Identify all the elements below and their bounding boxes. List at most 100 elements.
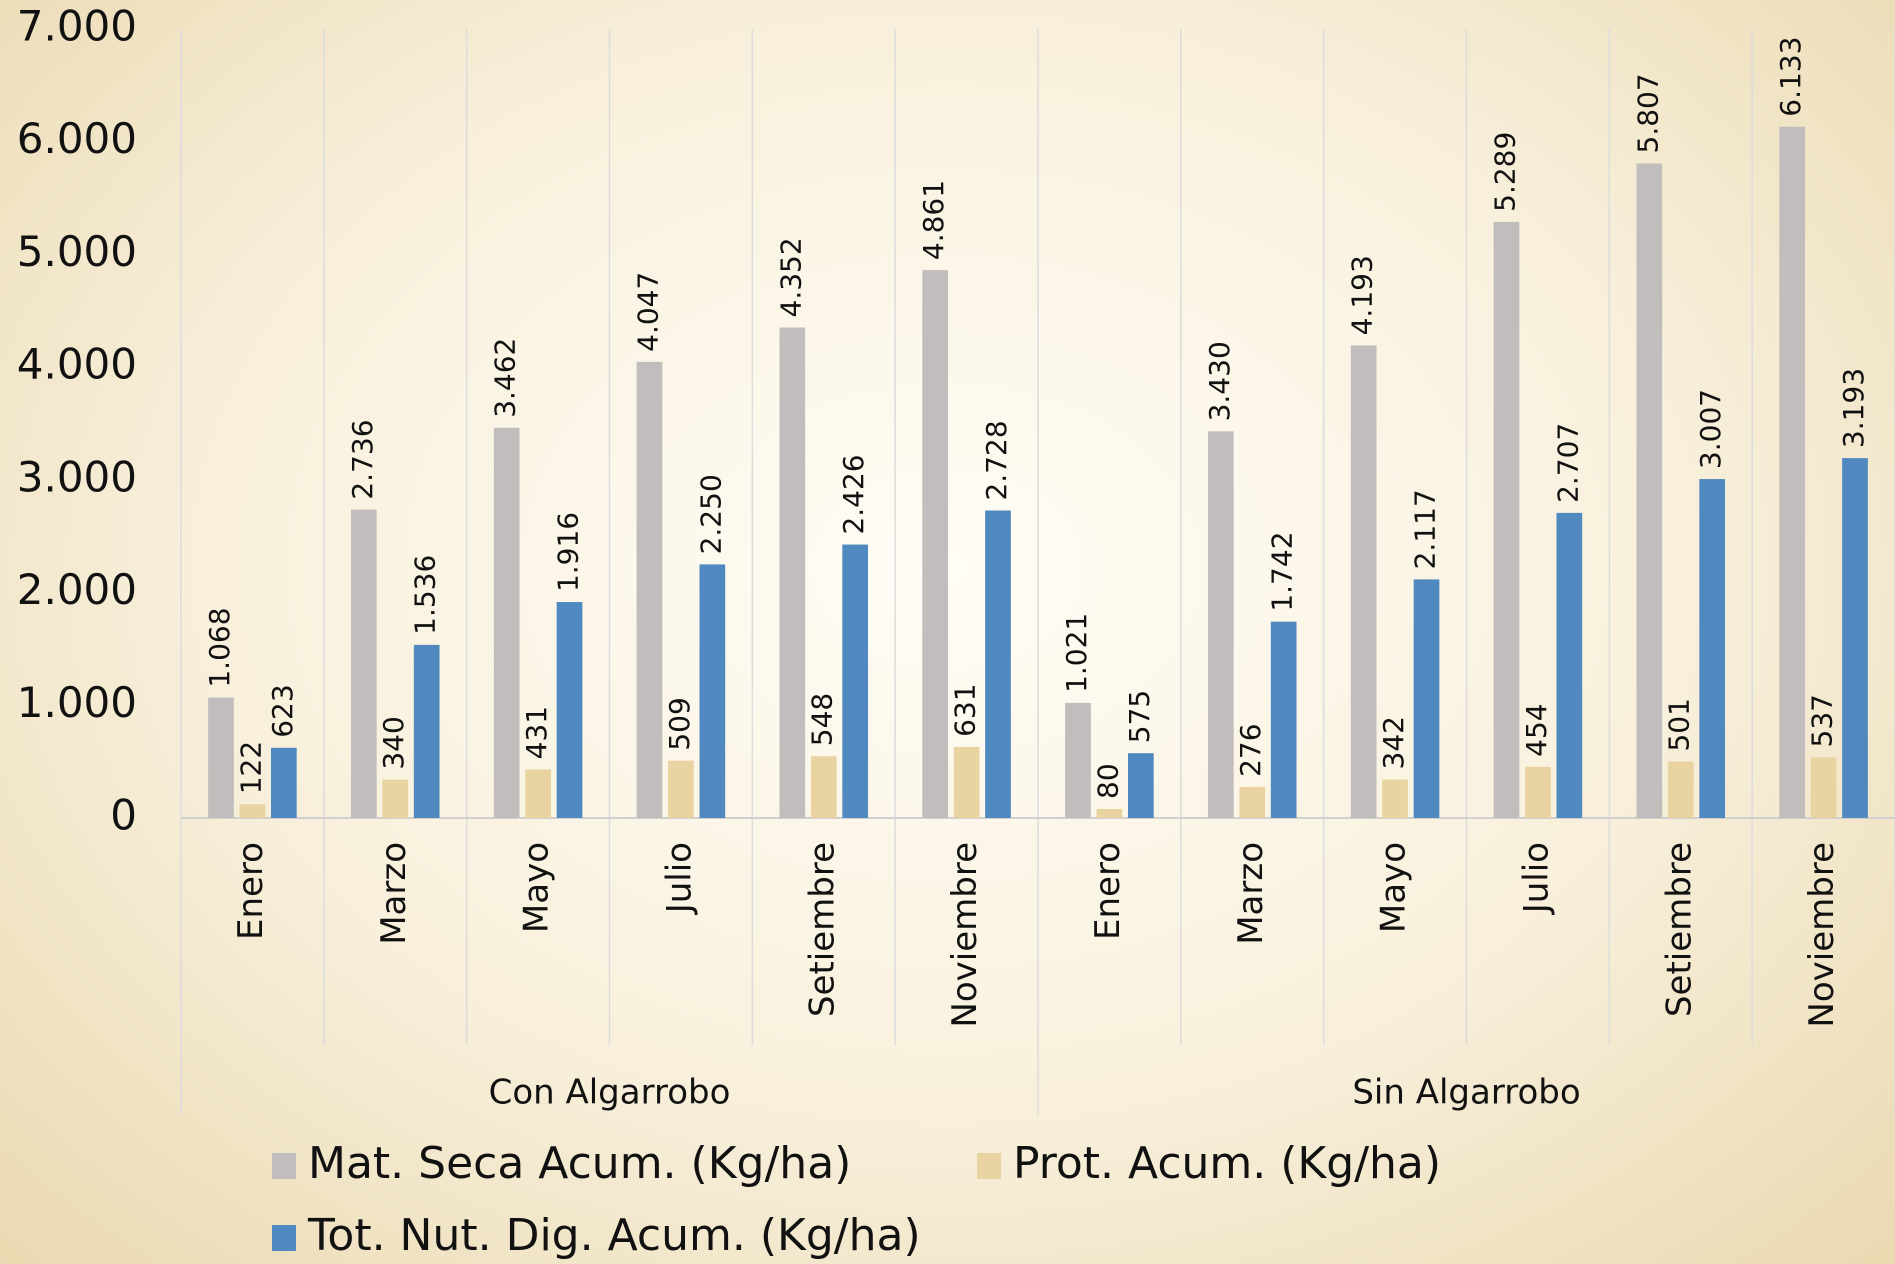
x-tick-label: Mayo [517, 842, 557, 933]
bar [239, 804, 266, 818]
x-tick-label: Marzo [374, 842, 414, 945]
bar [636, 361, 663, 818]
legend-label: Prot. Acum. (Kg/ha) [1013, 1138, 1441, 1189]
data-label: 431 [520, 706, 553, 759]
data-label: 4.352 [774, 237, 807, 317]
data-label: 3.430 [1203, 341, 1236, 421]
bar [810, 756, 837, 818]
data-label: 501 [1663, 698, 1696, 751]
data-label: 342 [1377, 716, 1410, 769]
bar [382, 779, 409, 818]
bar [668, 760, 694, 818]
data-label: 631 [949, 683, 982, 736]
bar [1127, 753, 1154, 818]
x-tick-label: Julio [659, 842, 699, 915]
bar [1667, 761, 1694, 818]
data-label: 276 [1234, 723, 1267, 776]
data-label: 5.807 [1631, 73, 1664, 153]
bar [922, 270, 949, 819]
data-label: 454 [1520, 703, 1553, 756]
legend-swatch [272, 1225, 296, 1251]
x-tick-label: Marzo [1231, 842, 1271, 945]
x-tick-label: Julio [1516, 842, 1556, 915]
bar [556, 602, 583, 818]
bar [985, 510, 1011, 818]
data-label: 509 [663, 697, 696, 750]
data-label: 80 [1091, 763, 1124, 799]
y-tick-label: 6.000 [17, 114, 137, 163]
y-tick-label: 3.000 [17, 452, 137, 501]
data-label: 3.007 [1694, 389, 1727, 469]
data-label: 1.742 [1266, 531, 1299, 611]
bar [1065, 702, 1091, 818]
data-label: 3.462 [489, 338, 522, 418]
x-tick-label: Setiembre [1659, 842, 1699, 1017]
data-label: 340 [377, 716, 410, 769]
y-tick-label: 5.000 [17, 227, 137, 276]
x-tick-label: Noviembre [1802, 842, 1842, 1028]
x-tick-label: Enero [231, 842, 271, 940]
data-label: 2.728 [980, 420, 1013, 500]
legend-label: Tot. Nut. Dig. Acum. (Kg/ha) [307, 1210, 921, 1261]
bar [270, 747, 297, 818]
y-tick-label: 2.000 [17, 565, 137, 614]
bar [525, 769, 551, 818]
data-label: 1.021 [1060, 613, 1093, 693]
data-label: 1.916 [552, 512, 585, 592]
data-label: 2.117 [1409, 489, 1442, 569]
bar [1779, 126, 1806, 819]
bar [1239, 786, 1266, 818]
data-label: 4.047 [631, 272, 664, 352]
bar [1207, 431, 1234, 818]
data-label: 6.133 [1774, 37, 1807, 117]
data-label: 537 [1806, 694, 1839, 747]
x-tick-label: Setiembre [802, 842, 842, 1017]
bar [1096, 808, 1123, 818]
bar [699, 564, 726, 818]
data-label: 4.861 [917, 180, 950, 260]
data-label: 2.426 [837, 454, 870, 534]
bar [1525, 766, 1551, 818]
legend-swatch [272, 1153, 296, 1179]
bar [1842, 458, 1868, 818]
bar [953, 746, 980, 818]
x-tick-label: Noviembre [945, 842, 985, 1028]
bar [1382, 779, 1408, 818]
bar [1699, 479, 1726, 818]
bar [779, 327, 806, 818]
bar [1413, 579, 1440, 818]
data-label: 2.707 [1551, 423, 1584, 503]
bar [413, 644, 440, 818]
data-label: 2.250 [694, 474, 727, 554]
group-label: Sin Algarrobo [1352, 1073, 1580, 1113]
x-tick-label: Mayo [1374, 842, 1414, 933]
data-label: 548 [806, 693, 839, 746]
bar [1350, 345, 1377, 818]
bar [1810, 757, 1837, 818]
data-label: 623 [266, 684, 299, 737]
data-label: 5.289 [1488, 132, 1521, 212]
bar [1270, 621, 1297, 818]
y-tick-label: 1.000 [17, 678, 137, 727]
bar [1636, 163, 1663, 818]
y-tick-label: 4.000 [17, 340, 137, 389]
data-label: 2.736 [346, 419, 379, 499]
bar [493, 427, 520, 818]
data-label: 4.193 [1346, 255, 1379, 335]
data-label: 575 [1123, 690, 1156, 743]
legend-swatch [977, 1153, 1001, 1179]
y-tick-label: 7.000 [17, 2, 137, 51]
group-label: Con Algarrobo [489, 1073, 731, 1113]
y-tick-label: 0 [110, 791, 137, 840]
data-label: 1.536 [409, 555, 442, 635]
bar [842, 544, 869, 818]
data-label: 122 [234, 741, 267, 794]
data-label: 3.193 [1837, 368, 1870, 448]
x-tick-label: Enero [1088, 842, 1128, 940]
bar [1493, 221, 1520, 819]
bar [350, 509, 377, 818]
data-label: 1.068 [203, 607, 236, 687]
legend-label: Mat. Seca Acum. (Kg/ha) [308, 1138, 851, 1189]
